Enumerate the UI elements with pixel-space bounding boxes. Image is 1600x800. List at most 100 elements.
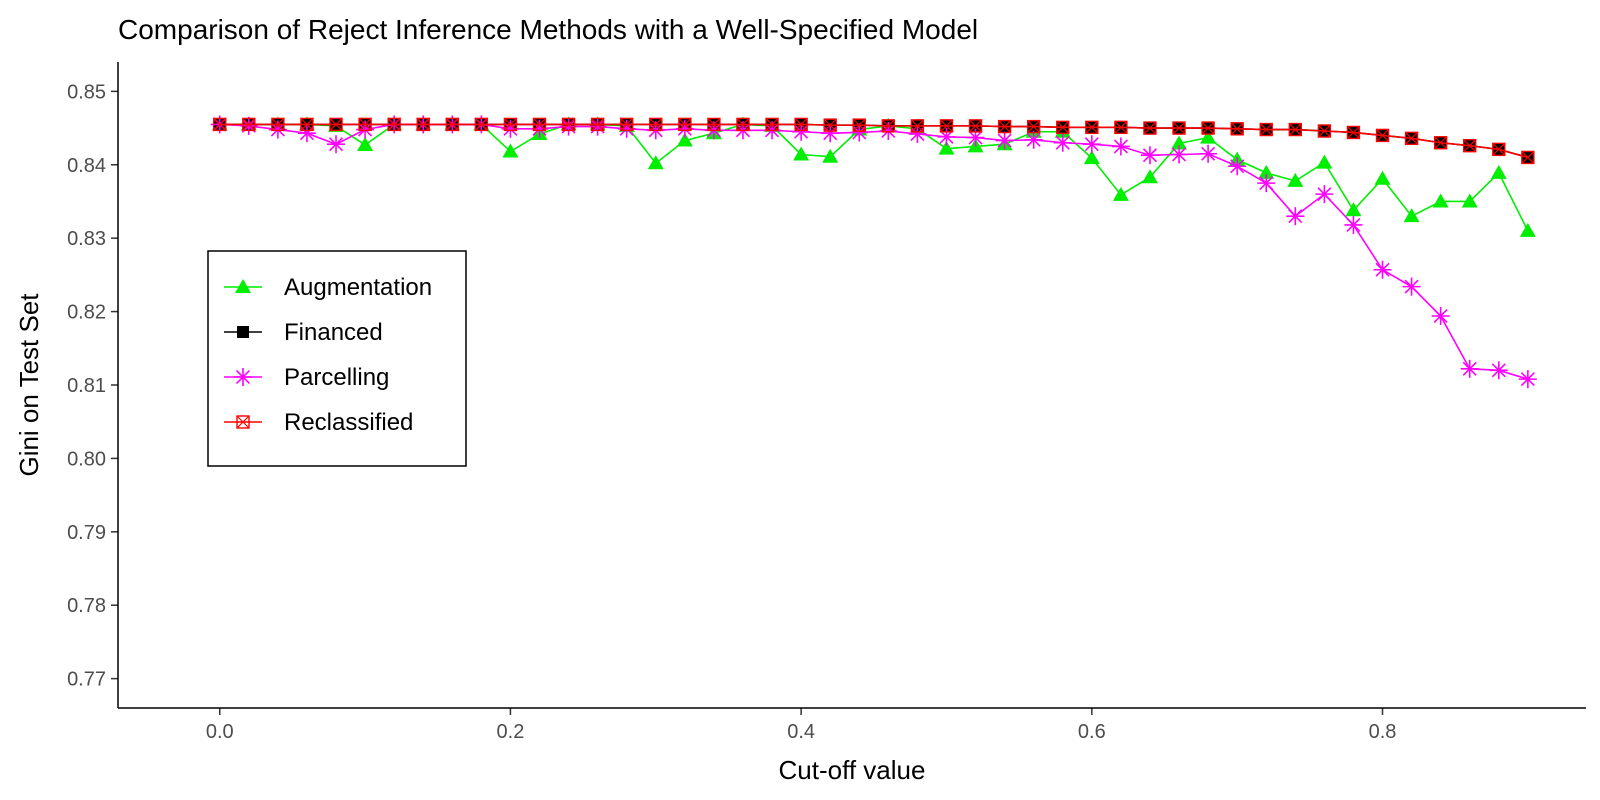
data-point-parcelling xyxy=(1199,144,1218,163)
data-point-parcelling xyxy=(1286,207,1305,226)
square-x-marker-box xyxy=(1521,150,1535,165)
y-tick-label: 0.82 xyxy=(67,302,106,324)
asterisk-stroke xyxy=(1201,146,1216,161)
square-x-marker-box xyxy=(1026,119,1041,134)
square-x-marker-cross xyxy=(969,119,982,133)
asterisk-stroke xyxy=(1055,135,1070,150)
data-point-reclassified xyxy=(242,117,256,132)
asterisk-stroke xyxy=(1462,361,1477,376)
square-x-marker-box xyxy=(474,117,489,132)
y-tick-label: 0.84 xyxy=(67,155,106,177)
x-tick-label: 0.4 xyxy=(787,721,815,743)
asterisk-stroke xyxy=(1113,139,1128,154)
square-x-marker-cross xyxy=(591,117,605,131)
asterisk-stroke xyxy=(1026,132,1041,147)
square-x-marker-cross xyxy=(1056,120,1070,134)
square-x-marker-box xyxy=(823,118,837,132)
data-point-reclassified xyxy=(561,117,576,132)
square-x-marker-box xyxy=(1056,120,1070,135)
square-x-marker-cross xyxy=(1434,136,1448,150)
x-tick-label: 0.0 xyxy=(206,721,234,743)
data-point-reclassified xyxy=(968,119,983,133)
square-x-marker-box xyxy=(387,117,401,132)
square-x-marker-box xyxy=(736,117,750,132)
square-x-marker-box xyxy=(707,117,721,132)
square-x-marker-cross xyxy=(300,117,314,131)
data-point-reclassified xyxy=(271,117,285,132)
asterisk-stroke xyxy=(997,133,1012,148)
data-point-reclassified xyxy=(1172,121,1186,135)
square-x-marker-box xyxy=(1201,121,1215,135)
square-x-marker-cross xyxy=(1376,128,1389,142)
y-tick-label: 0.78 xyxy=(67,595,106,617)
legend-marker xyxy=(236,415,250,429)
data-point-reclassified xyxy=(852,118,866,132)
square-x-marker-cross xyxy=(1085,120,1099,134)
data-point-augmentation xyxy=(1345,202,1362,217)
square-x-marker-cross xyxy=(881,119,895,133)
square-x-marker-box xyxy=(649,117,663,132)
square-x-marker-cross xyxy=(794,117,808,131)
square-x-marker-cross xyxy=(765,117,779,131)
asterisk-stroke xyxy=(852,125,867,140)
data-point-augmentation xyxy=(1287,172,1304,187)
data-point-reclassified xyxy=(1143,121,1157,135)
square-marker-shape xyxy=(237,326,249,338)
square-x-marker-box xyxy=(416,117,430,132)
triangle-marker-shape xyxy=(502,143,519,158)
triangle-marker-shape xyxy=(1519,222,1536,237)
square-x-marker-box xyxy=(620,117,634,132)
data-point-reclassified xyxy=(1492,142,1506,157)
square-x-marker-box xyxy=(213,117,227,132)
data-point-parcelling xyxy=(1373,260,1392,279)
square-x-marker-box xyxy=(1172,121,1186,135)
data-point-parcelling xyxy=(1315,185,1334,204)
data-point-parcelling xyxy=(1024,130,1043,149)
square-x-marker-box xyxy=(242,117,256,132)
data-point-reclassified xyxy=(1230,122,1244,136)
data-point-reclassified xyxy=(1404,131,1419,146)
square-x-marker-box xyxy=(1230,122,1244,136)
data-point-parcelling xyxy=(850,123,869,142)
asterisk-stroke xyxy=(1317,187,1332,202)
square-x-marker-cross xyxy=(1317,124,1331,138)
square-x-marker-cross xyxy=(1347,126,1360,139)
triangle-marker-shape xyxy=(1374,170,1391,185)
data-point-parcelling xyxy=(995,131,1014,150)
legend-marker xyxy=(237,326,249,338)
square-x-marker-box xyxy=(1463,138,1477,153)
square-x-marker-box xyxy=(1404,131,1419,146)
asterisk-stroke xyxy=(1084,137,1099,152)
series-line-augmentation xyxy=(219,123,1529,232)
triangle-marker-shape xyxy=(1432,193,1449,208)
square-x-marker-box xyxy=(794,117,808,132)
legend-marker xyxy=(234,368,252,386)
asterisk-stroke xyxy=(358,122,373,137)
square-x-marker-cross xyxy=(1259,123,1273,136)
square-x-marker-cross xyxy=(1201,121,1215,135)
square-x-marker-cross xyxy=(242,117,256,131)
data-point-augmentation xyxy=(1461,193,1478,208)
square-x-marker-cross xyxy=(1463,139,1477,153)
square-x-marker-box xyxy=(765,117,779,132)
square-x-marker-cross xyxy=(910,119,924,133)
asterisk-stroke xyxy=(1259,176,1274,191)
series-layer xyxy=(210,115,1537,389)
square-x-marker-cross xyxy=(1492,142,1506,156)
asterisk-stroke xyxy=(1288,209,1303,224)
square-x-marker-box xyxy=(590,117,605,132)
asterisk-stroke xyxy=(328,137,344,152)
y-tick-label: 0.83 xyxy=(67,228,106,250)
square-x-marker-box xyxy=(678,117,692,132)
data-point-parcelling xyxy=(1489,361,1508,380)
data-point-parcelling xyxy=(792,122,811,141)
square-x-marker-box xyxy=(1085,120,1099,135)
data-point-augmentation xyxy=(1403,208,1420,223)
square-x-marker-box xyxy=(358,117,372,132)
legend-item-parcelling: Parcelling xyxy=(224,364,389,391)
data-point-augmentation xyxy=(1083,150,1100,165)
square-x-marker-box xyxy=(1114,120,1128,135)
data-point-reclassified xyxy=(620,117,634,132)
square-x-marker-cross xyxy=(736,117,750,131)
data-point-parcelling xyxy=(1053,133,1072,152)
